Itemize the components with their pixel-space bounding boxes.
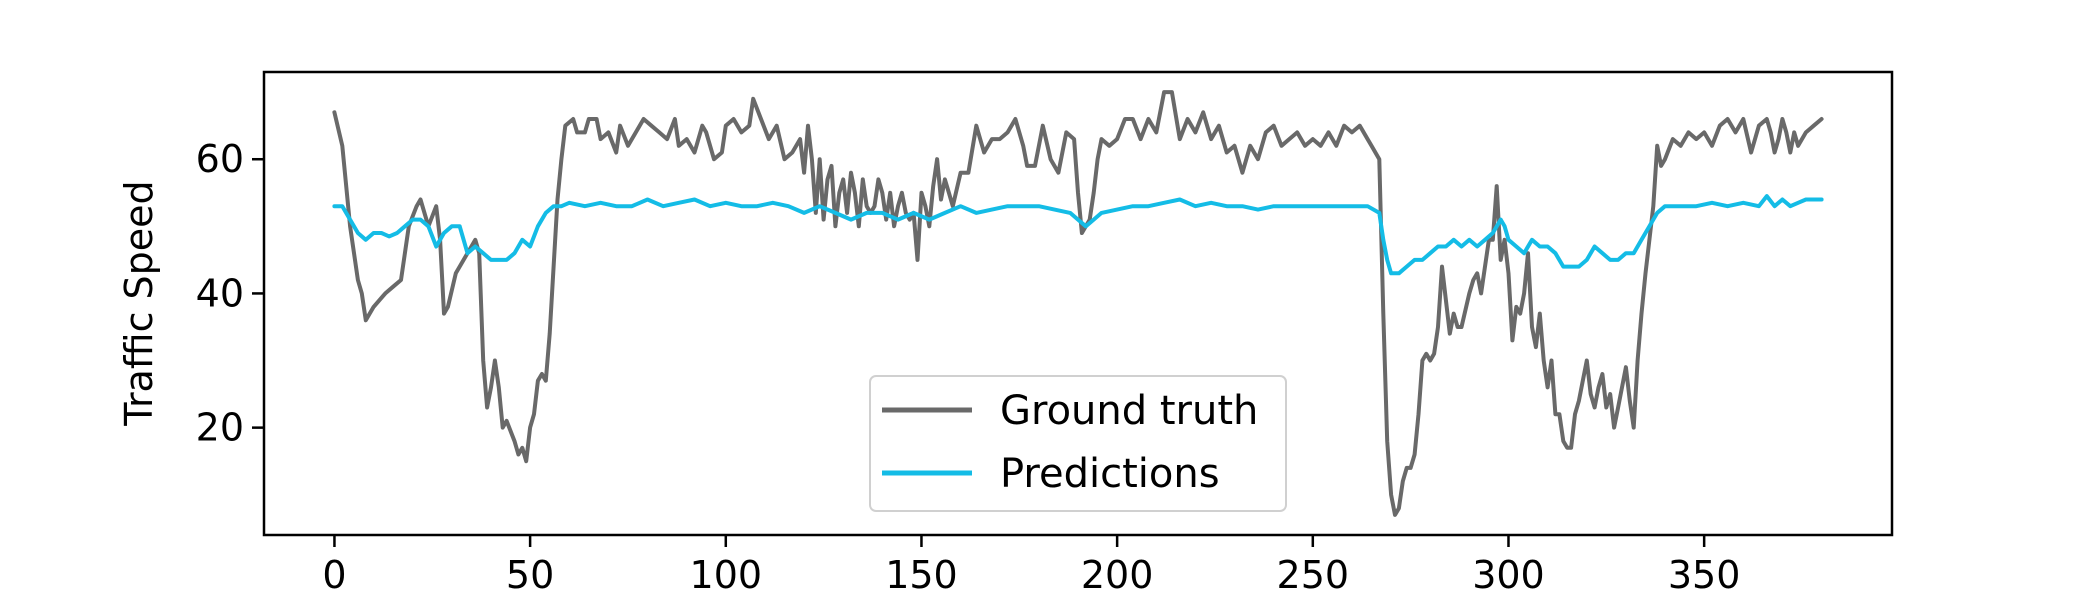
legend-box bbox=[869, 375, 1287, 512]
plot-lines bbox=[332, 90, 1824, 517]
legend-label-ground-truth: Ground truth bbox=[1000, 388, 1258, 434]
y-tick-label: 20 bbox=[196, 406, 244, 450]
x-axis: 0 50 100 150 200 250 300 350 bbox=[322, 535, 1740, 597]
y-tick-label: 40 bbox=[196, 271, 244, 315]
plot-frame bbox=[262, 70, 1894, 537]
y-tick-label: 60 bbox=[196, 137, 244, 181]
y-axis-label: Traffic Speed bbox=[117, 180, 161, 426]
x-tick-label: 100 bbox=[690, 553, 763, 597]
series-line-predictions bbox=[332, 194, 1824, 276]
legend-label-predictions: Predictions bbox=[1000, 451, 1220, 497]
x-tick-label: 0 bbox=[322, 553, 346, 597]
x-tick-label: 50 bbox=[506, 553, 554, 597]
x-tick-label: 250 bbox=[1277, 553, 1350, 597]
y-axis: 20 40 60 bbox=[196, 137, 264, 450]
x-tick-label: 150 bbox=[885, 553, 958, 597]
x-tick-label: 350 bbox=[1668, 553, 1741, 597]
x-tick-label: 300 bbox=[1472, 553, 1545, 597]
legend: Ground truth Predictions bbox=[869, 375, 1287, 512]
x-tick-label: 200 bbox=[1081, 553, 1154, 597]
